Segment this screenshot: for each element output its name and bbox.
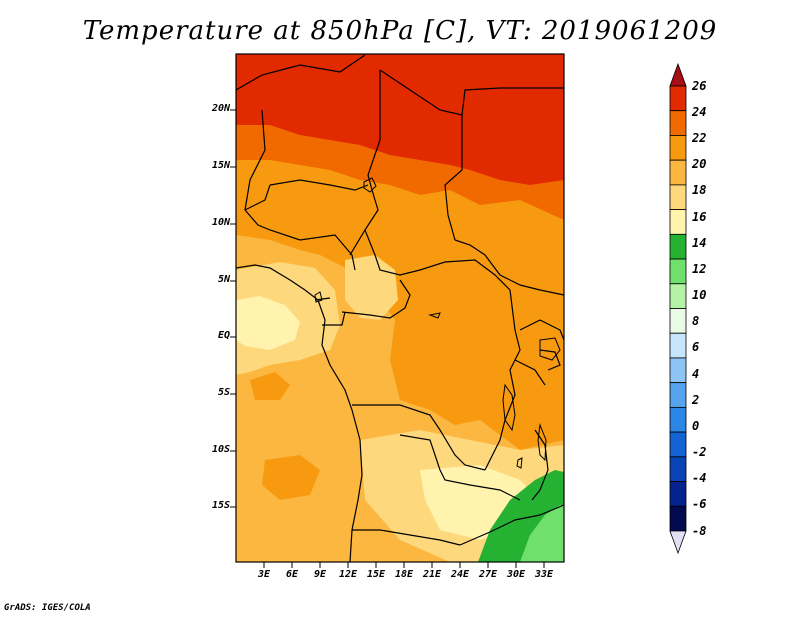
lake-malawi xyxy=(537,423,547,462)
lake-small-1 xyxy=(428,312,441,319)
colorbar-label: 0 xyxy=(692,419,700,433)
lat-label: 20N xyxy=(211,103,230,114)
lon-label: 15E xyxy=(366,569,386,580)
colorbar-label: 12 xyxy=(692,262,707,276)
lake-volta xyxy=(314,291,323,303)
colorbar-label: 16 xyxy=(692,210,707,224)
border-sahel-west xyxy=(244,184,271,211)
colorbar-swatch xyxy=(669,431,687,458)
lat-label: 15S xyxy=(211,500,230,511)
colorbar-swatch xyxy=(669,184,687,211)
colorbar-top-arrow xyxy=(669,62,687,87)
lat-label: 5N xyxy=(217,274,230,285)
lat-label: 5S xyxy=(217,387,230,398)
map-frame xyxy=(235,53,565,563)
colorbar-label: 8 xyxy=(692,314,700,328)
colorbar-label: 26 xyxy=(692,79,707,93)
border-car xyxy=(364,229,511,291)
border-drc-south xyxy=(352,404,486,471)
credit-text: GrADS: IGES/COLA xyxy=(4,603,91,613)
colorbar-swatch xyxy=(669,505,687,532)
lon-label: 30E xyxy=(506,569,526,580)
colorbar-label: -8 xyxy=(692,524,707,538)
lakes xyxy=(314,177,561,469)
colorbar-swatch xyxy=(669,159,687,186)
lon-label: 33E xyxy=(534,569,554,580)
border-east-lakes xyxy=(514,319,565,386)
field-patch-11c-southeast xyxy=(520,505,564,562)
border-congo xyxy=(341,279,411,319)
lat-label: 15N xyxy=(211,160,230,171)
border-sudan-south xyxy=(454,239,565,296)
colorbar-label: 2 xyxy=(692,393,700,407)
political-borders xyxy=(235,54,565,563)
colorbar-swatch xyxy=(669,209,687,235)
border-zambia-zim xyxy=(459,504,565,546)
border-drc-east xyxy=(484,289,521,471)
border-nigeria-north xyxy=(269,179,369,191)
colorbar-swatch xyxy=(669,382,687,408)
colorbar-swatch xyxy=(669,406,687,433)
lon-label: 12E xyxy=(338,569,358,580)
border-malawi xyxy=(531,429,549,501)
colorbar-swatch xyxy=(669,283,687,309)
lat-label: 10S xyxy=(211,444,230,455)
colorbar-label: -2 xyxy=(692,445,707,459)
border-chad-east xyxy=(444,115,463,241)
field-patch-15c-coast xyxy=(236,296,300,350)
colorbar-label: 24 xyxy=(692,105,707,119)
border-angola-south xyxy=(352,529,461,546)
colorbar-label: 6 xyxy=(692,340,700,354)
colorbar-swatch xyxy=(669,456,687,482)
coastline-west xyxy=(235,264,363,563)
chart-title: Temperature at 850hPa [C], VT: 201906120… xyxy=(82,16,718,46)
colorbar-swatch xyxy=(669,308,687,334)
colorbar-swatch xyxy=(669,481,687,507)
colorbar-swatch xyxy=(669,258,687,285)
lon-label: 18E xyxy=(394,569,414,580)
lon-label: 3E xyxy=(257,569,271,580)
temperature-field xyxy=(236,54,564,562)
lake-victoria xyxy=(539,337,561,361)
field-patch-21c-east xyxy=(500,290,564,400)
lon-label: 6E xyxy=(285,569,299,580)
field-patch-21c-midwest xyxy=(250,372,290,400)
colorbar-swatch xyxy=(669,332,687,359)
map-ticks xyxy=(230,109,545,568)
border-angola-zambia xyxy=(399,434,521,501)
colorbar-swatch xyxy=(669,233,687,260)
lon-label: 27E xyxy=(478,569,498,580)
lake-chad xyxy=(363,177,377,193)
colorbar-swatch xyxy=(669,110,687,136)
colorbar-label: -4 xyxy=(692,471,707,485)
colorbar-bottom-arrow xyxy=(669,530,687,555)
border-nigeria xyxy=(244,109,356,271)
colorbar-swatch xyxy=(669,357,687,384)
border-gabon-cameroon xyxy=(314,297,346,326)
field-patch-21c-southwest xyxy=(262,455,320,500)
colorbar-swatch xyxy=(669,85,687,112)
colorbar-label: 4 xyxy=(692,367,700,381)
lon-label: 21E xyxy=(422,569,442,580)
colorbar-label: 18 xyxy=(692,183,707,197)
colorbar-label: 14 xyxy=(692,236,707,250)
colorbar-swatch xyxy=(669,135,687,161)
colorbar xyxy=(669,62,687,555)
colorbar-label: 20 xyxy=(692,157,707,171)
lat-label: 10N xyxy=(211,217,230,228)
lake-small-2 xyxy=(516,457,523,469)
colorbar-label: 22 xyxy=(692,131,707,145)
colorbar-label: -6 xyxy=(692,497,707,511)
lake-tanganyika xyxy=(502,383,516,432)
field-band-25c xyxy=(236,54,564,185)
lon-label: 9E xyxy=(313,569,327,580)
lon-label: 24E xyxy=(450,569,470,580)
colorbar-label: 10 xyxy=(692,288,707,302)
lat-label: EQ xyxy=(217,330,230,341)
